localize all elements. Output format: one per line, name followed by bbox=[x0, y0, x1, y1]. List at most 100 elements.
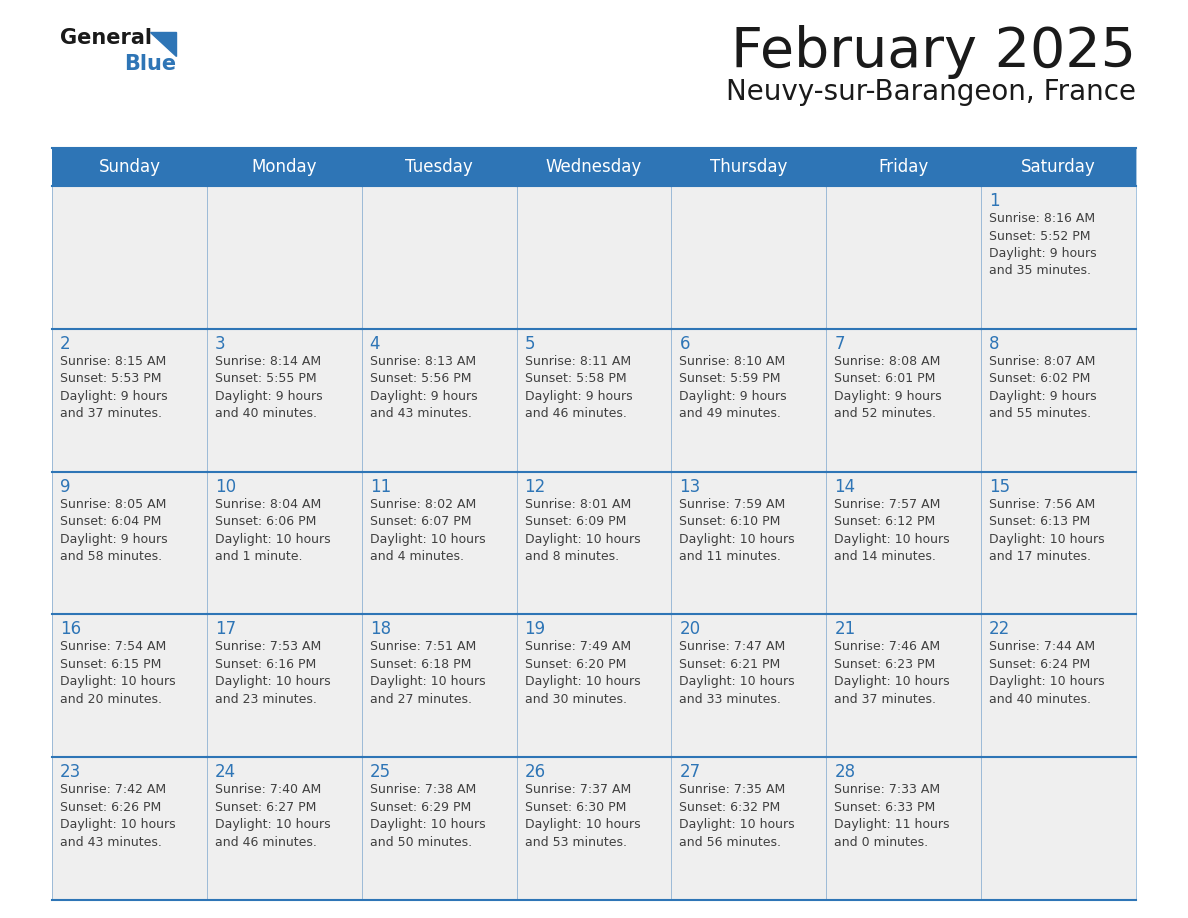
Text: Sunrise: 8:05 AM
Sunset: 6:04 PM
Daylight: 9 hours
and 58 minutes.: Sunrise: 8:05 AM Sunset: 6:04 PM Dayligh… bbox=[61, 498, 168, 563]
Text: 12: 12 bbox=[525, 477, 545, 496]
Bar bbox=[52, 472, 207, 614]
Text: Sunrise: 8:14 AM
Sunset: 5:55 PM
Daylight: 9 hours
and 40 minutes.: Sunrise: 8:14 AM Sunset: 5:55 PM Dayligh… bbox=[215, 354, 322, 420]
Text: 27: 27 bbox=[680, 763, 701, 781]
Text: Sunrise: 7:51 AM
Sunset: 6:18 PM
Daylight: 10 hours
and 27 minutes.: Sunrise: 7:51 AM Sunset: 6:18 PM Dayligh… bbox=[369, 641, 486, 706]
Text: Blue: Blue bbox=[124, 54, 176, 74]
Text: 22: 22 bbox=[990, 621, 1010, 638]
Bar bbox=[517, 329, 671, 472]
Bar bbox=[671, 329, 827, 472]
Text: Sunrise: 7:42 AM
Sunset: 6:26 PM
Daylight: 10 hours
and 43 minutes.: Sunrise: 7:42 AM Sunset: 6:26 PM Dayligh… bbox=[61, 783, 176, 849]
Text: 24: 24 bbox=[215, 763, 236, 781]
Text: 5: 5 bbox=[525, 335, 535, 353]
Text: 9: 9 bbox=[61, 477, 70, 496]
Text: 26: 26 bbox=[525, 763, 545, 781]
Bar bbox=[361, 614, 517, 757]
Text: Sunrise: 8:07 AM
Sunset: 6:02 PM
Daylight: 9 hours
and 55 minutes.: Sunrise: 8:07 AM Sunset: 6:02 PM Dayligh… bbox=[990, 354, 1097, 420]
Text: Sunrise: 7:56 AM
Sunset: 6:13 PM
Daylight: 10 hours
and 17 minutes.: Sunrise: 7:56 AM Sunset: 6:13 PM Dayligh… bbox=[990, 498, 1105, 563]
Text: Sunrise: 7:37 AM
Sunset: 6:30 PM
Daylight: 10 hours
and 53 minutes.: Sunrise: 7:37 AM Sunset: 6:30 PM Dayligh… bbox=[525, 783, 640, 849]
Text: Wednesday: Wednesday bbox=[545, 158, 643, 176]
Text: Sunrise: 8:13 AM
Sunset: 5:56 PM
Daylight: 9 hours
and 43 minutes.: Sunrise: 8:13 AM Sunset: 5:56 PM Dayligh… bbox=[369, 354, 478, 420]
Bar bbox=[827, 329, 981, 472]
Bar bbox=[517, 472, 671, 614]
Text: 18: 18 bbox=[369, 621, 391, 638]
Text: Sunrise: 7:54 AM
Sunset: 6:15 PM
Daylight: 10 hours
and 20 minutes.: Sunrise: 7:54 AM Sunset: 6:15 PM Dayligh… bbox=[61, 641, 176, 706]
Text: Sunrise: 7:40 AM
Sunset: 6:27 PM
Daylight: 10 hours
and 46 minutes.: Sunrise: 7:40 AM Sunset: 6:27 PM Dayligh… bbox=[215, 783, 330, 849]
Text: 20: 20 bbox=[680, 621, 701, 638]
Polygon shape bbox=[150, 32, 176, 56]
Text: 15: 15 bbox=[990, 477, 1010, 496]
Text: 1: 1 bbox=[990, 192, 1000, 210]
Text: Sunrise: 7:47 AM
Sunset: 6:21 PM
Daylight: 10 hours
and 33 minutes.: Sunrise: 7:47 AM Sunset: 6:21 PM Dayligh… bbox=[680, 641, 795, 706]
Text: Friday: Friday bbox=[879, 158, 929, 176]
Text: Thursday: Thursday bbox=[710, 158, 788, 176]
Text: Sunrise: 7:35 AM
Sunset: 6:32 PM
Daylight: 10 hours
and 56 minutes.: Sunrise: 7:35 AM Sunset: 6:32 PM Dayligh… bbox=[680, 783, 795, 849]
Bar bbox=[517, 614, 671, 757]
Bar bbox=[207, 614, 361, 757]
Text: Saturday: Saturday bbox=[1022, 158, 1097, 176]
Text: 4: 4 bbox=[369, 335, 380, 353]
Bar bbox=[827, 472, 981, 614]
Bar bbox=[207, 472, 361, 614]
Text: 19: 19 bbox=[525, 621, 545, 638]
Bar bbox=[361, 329, 517, 472]
Text: Sunrise: 8:16 AM
Sunset: 5:52 PM
Daylight: 9 hours
and 35 minutes.: Sunrise: 8:16 AM Sunset: 5:52 PM Dayligh… bbox=[990, 212, 1097, 277]
Text: Sunrise: 8:02 AM
Sunset: 6:07 PM
Daylight: 10 hours
and 4 minutes.: Sunrise: 8:02 AM Sunset: 6:07 PM Dayligh… bbox=[369, 498, 486, 563]
Text: Sunrise: 7:33 AM
Sunset: 6:33 PM
Daylight: 11 hours
and 0 minutes.: Sunrise: 7:33 AM Sunset: 6:33 PM Dayligh… bbox=[834, 783, 949, 849]
Text: Neuvy-sur-Barangeon, France: Neuvy-sur-Barangeon, France bbox=[726, 78, 1136, 106]
Bar bbox=[207, 186, 361, 329]
Text: Sunrise: 7:49 AM
Sunset: 6:20 PM
Daylight: 10 hours
and 30 minutes.: Sunrise: 7:49 AM Sunset: 6:20 PM Dayligh… bbox=[525, 641, 640, 706]
Bar bbox=[361, 472, 517, 614]
Bar bbox=[517, 186, 671, 329]
Bar bbox=[981, 757, 1136, 900]
Text: Sunrise: 8:08 AM
Sunset: 6:01 PM
Daylight: 9 hours
and 52 minutes.: Sunrise: 8:08 AM Sunset: 6:01 PM Dayligh… bbox=[834, 354, 942, 420]
Text: Sunrise: 8:11 AM
Sunset: 5:58 PM
Daylight: 9 hours
and 46 minutes.: Sunrise: 8:11 AM Sunset: 5:58 PM Dayligh… bbox=[525, 354, 632, 420]
Bar bbox=[52, 329, 207, 472]
Bar bbox=[981, 186, 1136, 329]
Text: 28: 28 bbox=[834, 763, 855, 781]
Text: 17: 17 bbox=[215, 621, 236, 638]
Text: 8: 8 bbox=[990, 335, 999, 353]
Text: Monday: Monday bbox=[252, 158, 317, 176]
Text: 16: 16 bbox=[61, 621, 81, 638]
Text: Sunrise: 7:57 AM
Sunset: 6:12 PM
Daylight: 10 hours
and 14 minutes.: Sunrise: 7:57 AM Sunset: 6:12 PM Dayligh… bbox=[834, 498, 950, 563]
Bar bbox=[52, 757, 207, 900]
Text: February 2025: February 2025 bbox=[731, 25, 1136, 79]
Text: 7: 7 bbox=[834, 335, 845, 353]
Text: 21: 21 bbox=[834, 621, 855, 638]
Text: Sunrise: 8:15 AM
Sunset: 5:53 PM
Daylight: 9 hours
and 37 minutes.: Sunrise: 8:15 AM Sunset: 5:53 PM Dayligh… bbox=[61, 354, 168, 420]
Text: 2: 2 bbox=[61, 335, 70, 353]
Text: Sunrise: 7:53 AM
Sunset: 6:16 PM
Daylight: 10 hours
and 23 minutes.: Sunrise: 7:53 AM Sunset: 6:16 PM Dayligh… bbox=[215, 641, 330, 706]
Text: Sunday: Sunday bbox=[99, 158, 160, 176]
Bar bbox=[517, 757, 671, 900]
Bar bbox=[361, 186, 517, 329]
Bar bbox=[671, 757, 827, 900]
Bar bbox=[52, 614, 207, 757]
Text: 14: 14 bbox=[834, 477, 855, 496]
Text: Sunrise: 7:44 AM
Sunset: 6:24 PM
Daylight: 10 hours
and 40 minutes.: Sunrise: 7:44 AM Sunset: 6:24 PM Dayligh… bbox=[990, 641, 1105, 706]
Bar bbox=[671, 614, 827, 757]
Text: Sunrise: 7:46 AM
Sunset: 6:23 PM
Daylight: 10 hours
and 37 minutes.: Sunrise: 7:46 AM Sunset: 6:23 PM Dayligh… bbox=[834, 641, 950, 706]
Bar bbox=[981, 472, 1136, 614]
Bar bbox=[981, 614, 1136, 757]
Bar bbox=[981, 329, 1136, 472]
Bar bbox=[827, 614, 981, 757]
Bar bbox=[207, 757, 361, 900]
Bar bbox=[52, 186, 207, 329]
Text: 6: 6 bbox=[680, 335, 690, 353]
Text: Sunrise: 8:01 AM
Sunset: 6:09 PM
Daylight: 10 hours
and 8 minutes.: Sunrise: 8:01 AM Sunset: 6:09 PM Dayligh… bbox=[525, 498, 640, 563]
Text: Sunrise: 7:38 AM
Sunset: 6:29 PM
Daylight: 10 hours
and 50 minutes.: Sunrise: 7:38 AM Sunset: 6:29 PM Dayligh… bbox=[369, 783, 486, 849]
Bar bbox=[52, 148, 1136, 186]
Text: Sunrise: 7:59 AM
Sunset: 6:10 PM
Daylight: 10 hours
and 11 minutes.: Sunrise: 7:59 AM Sunset: 6:10 PM Dayligh… bbox=[680, 498, 795, 563]
Bar bbox=[671, 186, 827, 329]
Bar bbox=[207, 329, 361, 472]
Text: 10: 10 bbox=[215, 477, 236, 496]
Text: General: General bbox=[61, 28, 152, 48]
Bar bbox=[671, 472, 827, 614]
Text: Tuesday: Tuesday bbox=[405, 158, 473, 176]
Text: 11: 11 bbox=[369, 477, 391, 496]
Bar bbox=[827, 186, 981, 329]
Text: Sunrise: 8:10 AM
Sunset: 5:59 PM
Daylight: 9 hours
and 49 minutes.: Sunrise: 8:10 AM Sunset: 5:59 PM Dayligh… bbox=[680, 354, 788, 420]
Text: 13: 13 bbox=[680, 477, 701, 496]
Bar bbox=[827, 757, 981, 900]
Bar bbox=[361, 757, 517, 900]
